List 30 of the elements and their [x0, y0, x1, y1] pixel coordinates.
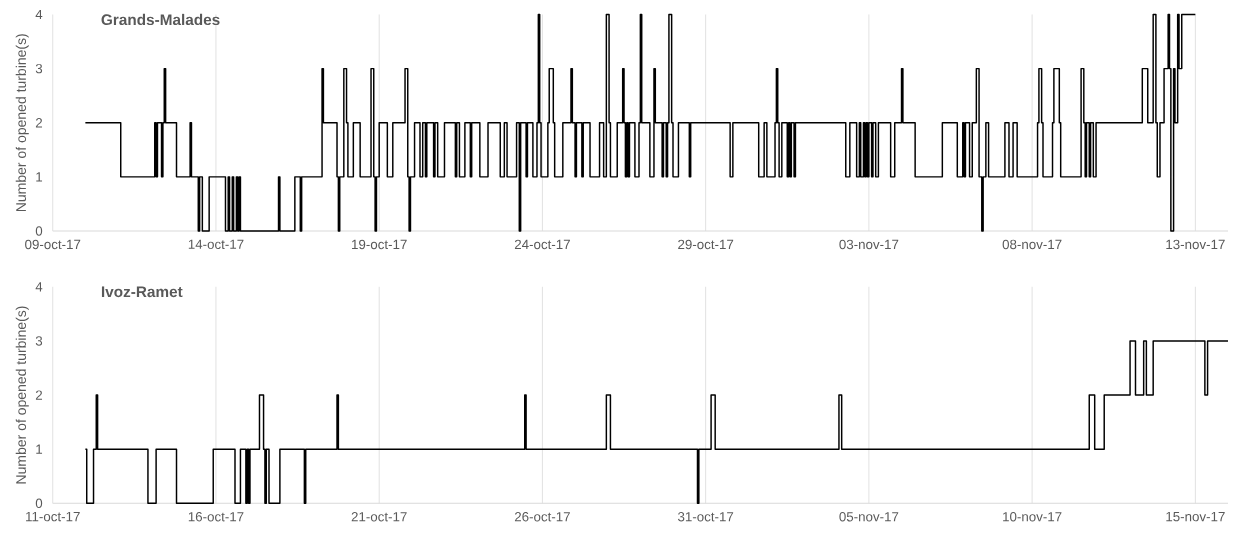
x-tick-label: 05-nov-17: [839, 512, 899, 522]
x-tick-label: 08-nov-17: [1002, 239, 1062, 250]
x-tick-label: 24-oct-17: [514, 239, 570, 250]
chart-title: Grands-Malades: [101, 13, 220, 26]
x-tick-label: 19-oct-17: [352, 239, 407, 250]
y-tick-label: 0: [35, 498, 43, 509]
x-tick-label: 16-oct-17: [188, 512, 244, 522]
x-tick-label: 15-nov-17: [1166, 511, 1225, 522]
x-tick-label: 21-oct-17: [351, 512, 407, 522]
x-tick-label: 31-oct-17: [677, 512, 734, 522]
y-tick-label: 4: [35, 282, 43, 292]
x-tick-label: 29-oct-17: [678, 239, 734, 250]
chart-title: Ivoz-Ramet: [101, 286, 183, 298]
y-axis-title: Number of opened turbine(s): [15, 34, 29, 212]
x-tick-label: 26-oct-17: [514, 512, 570, 522]
x-tick-label: 03-nov-17: [839, 239, 899, 250]
y-tick-label: 3: [35, 63, 43, 74]
y-tick-label: 3: [35, 336, 43, 346]
x-tick-label: 14-oct-17: [188, 239, 244, 249]
x-tick-label: 11-oct-17: [26, 511, 80, 522]
y-tick-label: 1: [36, 172, 43, 182]
y-tick-label: 1: [36, 444, 43, 454]
x-tick-label: 10-nov-17: [1003, 512, 1062, 522]
y-tick-label: 2: [35, 118, 43, 128]
x-tick-label: 09-oct-17: [25, 239, 81, 250]
y-tick-label: 4: [35, 9, 43, 20]
y-tick-label: 2: [35, 390, 43, 400]
x-tick-label: 13-nov-17: [1166, 239, 1225, 250]
y-axis-title: Number of opened turbine(s): [15, 306, 29, 484]
y-tick-label: 0: [35, 226, 43, 236]
